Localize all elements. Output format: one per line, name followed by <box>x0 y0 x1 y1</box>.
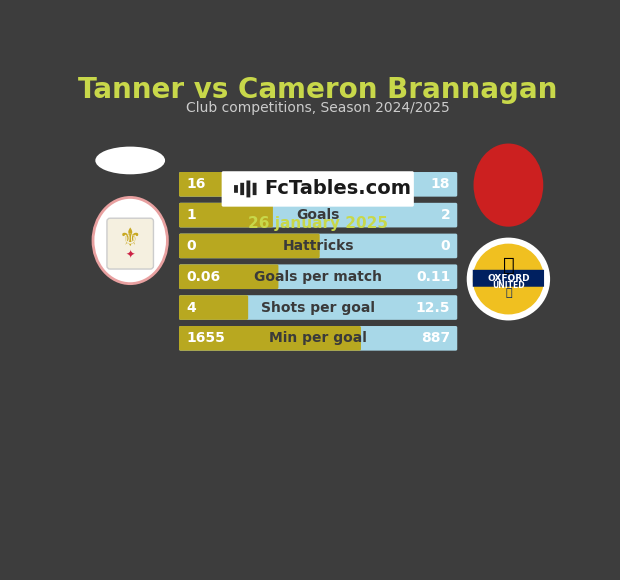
FancyBboxPatch shape <box>179 203 458 227</box>
Text: ✦: ✦ <box>125 249 135 259</box>
FancyBboxPatch shape <box>179 326 361 351</box>
FancyBboxPatch shape <box>179 172 458 197</box>
Text: 4: 4 <box>186 300 196 314</box>
Text: Min per goal: Min per goal <box>269 331 367 345</box>
Text: Club competitions, Season 2024/2025: Club competitions, Season 2024/2025 <box>186 101 450 115</box>
FancyBboxPatch shape <box>247 180 250 197</box>
Text: 18: 18 <box>431 177 450 191</box>
Text: FcTables.com: FcTables.com <box>264 179 412 198</box>
Text: Goals: Goals <box>296 208 340 222</box>
FancyBboxPatch shape <box>179 326 458 351</box>
FancyBboxPatch shape <box>179 295 458 320</box>
FancyBboxPatch shape <box>179 172 320 197</box>
FancyBboxPatch shape <box>179 203 273 227</box>
Text: 1655: 1655 <box>186 331 225 345</box>
FancyBboxPatch shape <box>107 218 153 269</box>
FancyBboxPatch shape <box>253 183 257 195</box>
Text: ⚽: ⚽ <box>505 288 511 298</box>
Text: Tanner vs Cameron Brannagan: Tanner vs Cameron Brannagan <box>78 75 557 104</box>
Text: ⚜: ⚜ <box>119 227 141 251</box>
Text: UNITED: UNITED <box>492 281 525 289</box>
Ellipse shape <box>93 197 167 284</box>
Text: 1: 1 <box>186 208 196 222</box>
Text: 0: 0 <box>441 239 450 253</box>
Text: 0: 0 <box>186 239 196 253</box>
FancyBboxPatch shape <box>222 171 414 206</box>
Ellipse shape <box>474 143 543 227</box>
FancyBboxPatch shape <box>179 264 458 289</box>
FancyBboxPatch shape <box>179 234 458 258</box>
Text: 12.5: 12.5 <box>416 300 450 314</box>
FancyBboxPatch shape <box>472 270 544 287</box>
Text: 16: 16 <box>186 177 205 191</box>
Text: 26 january 2025: 26 january 2025 <box>248 216 388 231</box>
Text: 887: 887 <box>421 331 450 345</box>
Text: Matches: Matches <box>285 177 351 191</box>
FancyBboxPatch shape <box>234 185 238 193</box>
FancyBboxPatch shape <box>179 295 248 320</box>
FancyBboxPatch shape <box>179 234 320 258</box>
Text: 0.11: 0.11 <box>416 270 450 284</box>
Text: Shots per goal: Shots per goal <box>261 300 375 314</box>
Circle shape <box>472 244 544 314</box>
Text: 🐂: 🐂 <box>503 256 514 275</box>
Text: OXFORD: OXFORD <box>487 274 529 283</box>
Text: 0.06: 0.06 <box>186 270 220 284</box>
Text: 2: 2 <box>441 208 450 222</box>
FancyBboxPatch shape <box>179 264 278 289</box>
Text: Hattricks: Hattricks <box>282 239 354 253</box>
FancyBboxPatch shape <box>241 183 244 195</box>
Circle shape <box>468 239 549 319</box>
Ellipse shape <box>95 147 165 175</box>
Text: Goals per match: Goals per match <box>254 270 382 284</box>
